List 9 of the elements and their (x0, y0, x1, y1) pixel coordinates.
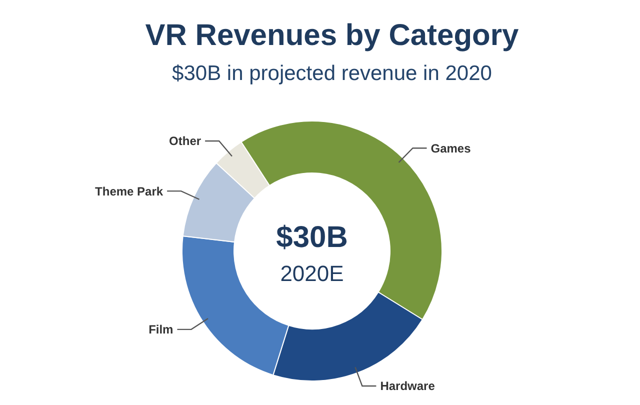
slice-label: Theme Park (95, 184, 164, 198)
slice-label: Hardware (380, 379, 436, 394)
text: $30B (276, 221, 348, 254)
slice-label: Other (169, 134, 202, 148)
slice-label: Games (430, 141, 472, 156)
slice-label: Film (148, 322, 174, 337)
text: 2020E (280, 261, 344, 286)
chart-subtitle: $30B in projected revenue in 2020 (172, 62, 492, 85)
chart-title: VR Revenues by Category (145, 19, 520, 52)
